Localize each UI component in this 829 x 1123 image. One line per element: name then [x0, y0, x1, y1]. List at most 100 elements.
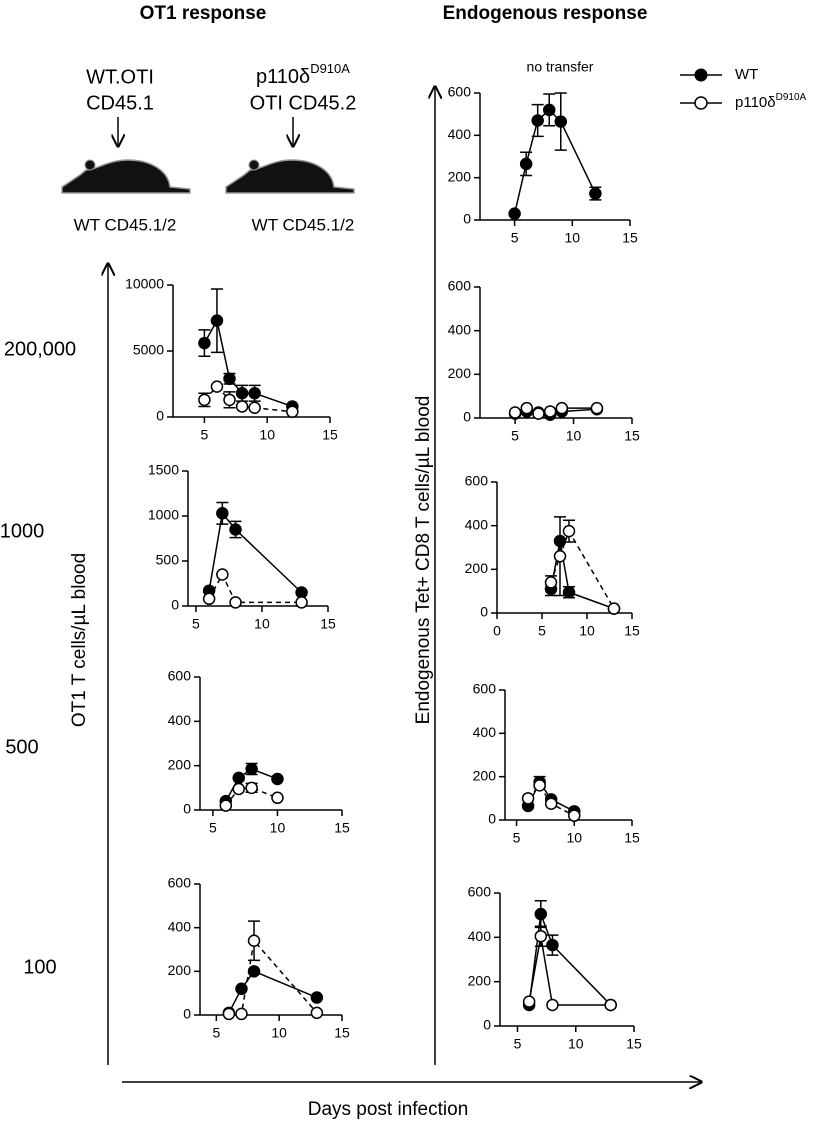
data-point: [519, 157, 533, 171]
y-tick-label: 1500: [148, 462, 179, 478]
row-label: 500: [5, 736, 38, 758]
y-tick-label: 0: [483, 1017, 491, 1033]
series-line: [225, 768, 278, 802]
data-point: [247, 965, 261, 978]
y-axis-label: Endogenous Tet+ CD8 T cells/µL blood: [413, 396, 434, 725]
x-tick-label: 5: [538, 623, 546, 639]
y-tick-label: 10000: [125, 276, 164, 292]
donor-label: OTI CD45.2: [250, 92, 357, 114]
data-point: [245, 762, 258, 776]
y-tick-label: 0: [156, 408, 164, 424]
y-tick-label: 600: [168, 668, 192, 684]
data-point: [210, 314, 224, 327]
y-tick-label: 600: [448, 84, 472, 100]
data-point: [223, 372, 236, 385]
data-point: [247, 934, 261, 948]
data-point: [235, 1007, 248, 1021]
series-line: [528, 913, 612, 1006]
legend: WT p110δD910A: [680, 66, 807, 111]
data-point: [532, 407, 545, 420]
x-tick-label: 15: [624, 428, 640, 444]
x-tick-label: 0: [493, 623, 501, 639]
y-tick-label: 600: [168, 875, 192, 891]
y-tick-label: 600: [473, 681, 497, 697]
data-point: [531, 114, 544, 127]
x-tick-label: 15: [320, 616, 336, 632]
series-line: [550, 529, 615, 610]
recipient-label: WT CD45.1/2: [74, 215, 177, 234]
data-point: [219, 799, 233, 812]
data-point: [543, 405, 557, 418]
y-tick-label: 200: [168, 756, 192, 772]
data-point: [607, 602, 621, 615]
x-tick-label: 5: [201, 427, 209, 443]
x-axis-label: Days post infection: [308, 1099, 469, 1120]
x-tick-label: 10: [579, 623, 595, 639]
y-tick-label: 400: [448, 321, 472, 337]
y-tick-label: 200: [448, 365, 472, 381]
data-point: [271, 772, 284, 786]
y-tick-label: 200: [168, 962, 192, 978]
series-line: [513, 108, 597, 214]
row-label: 100: [23, 956, 56, 978]
x-tick-label: 10: [566, 830, 582, 846]
data-point: [223, 393, 236, 407]
data-point: [235, 386, 249, 400]
data-point: [198, 393, 211, 407]
legend-label-main: p110δ: [735, 94, 776, 111]
row-label: 1000: [0, 520, 44, 542]
donor-label: p110δD910A: [256, 61, 350, 88]
data-point: [235, 982, 248, 996]
series-line: [528, 936, 611, 1006]
data-point: [554, 115, 568, 128]
y-tick-label: 1000: [148, 507, 179, 523]
data-point: [544, 797, 558, 810]
legend-label-sup: D910A: [776, 92, 807, 103]
data-point: [555, 401, 569, 415]
data-point: [310, 991, 324, 1004]
x-tick-label: 5: [511, 428, 519, 444]
donor-label: CD45.1: [86, 92, 154, 114]
data-point: [546, 998, 559, 1012]
data-point: [210, 380, 224, 393]
x-tick-label: 10: [270, 820, 286, 836]
data-point: [544, 576, 558, 589]
x-tick-label: 10: [568, 1036, 584, 1052]
data-point: [542, 103, 556, 117]
data-point: [245, 781, 258, 795]
data-point: [508, 207, 521, 220]
y-tick-label: 0: [463, 211, 471, 227]
series-line: [228, 939, 318, 1015]
series-line: [527, 780, 575, 812]
y-tick-label: 600: [468, 884, 492, 900]
y-tick-label: 0: [488, 811, 496, 827]
x-tick-label: 15: [334, 1025, 350, 1041]
x-tick-label: 15: [624, 830, 640, 846]
y-tick-label: 200: [465, 560, 489, 576]
y-tick-label: 600: [448, 278, 472, 294]
data-point: [232, 782, 245, 796]
donor-label: WT.OTI: [86, 66, 154, 88]
y-tick-label: 400: [448, 126, 472, 142]
data-point: [604, 998, 617, 1012]
y-tick-label: 400: [465, 516, 489, 532]
data-point: [232, 771, 245, 785]
data-point: [229, 523, 242, 536]
legend-marker: [694, 96, 708, 110]
y-tick-label: 400: [473, 724, 497, 740]
data-point: [295, 596, 308, 609]
x-tick-label: 10: [271, 1025, 287, 1041]
data-point: [533, 779, 546, 792]
y-tick-label: 400: [468, 928, 492, 944]
data-point: [198, 336, 211, 350]
y-tick-label: 0: [480, 604, 488, 620]
x-tick-label: 10: [565, 230, 581, 246]
legend-label: p110δD910A: [735, 92, 807, 111]
data-point: [521, 792, 535, 805]
x-tick-label: 5: [209, 820, 217, 836]
x-tick-label: 15: [626, 1036, 642, 1052]
y-tick-label: 500: [156, 552, 180, 568]
x-tick-label: 10: [566, 428, 582, 444]
panel-header: OT1 response: [140, 3, 267, 24]
